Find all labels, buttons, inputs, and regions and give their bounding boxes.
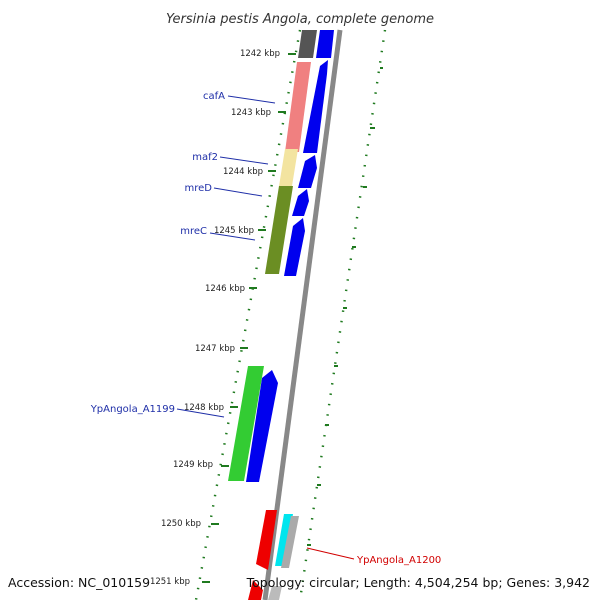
cds-arrow[interactable] <box>303 60 328 153</box>
tick-label: 1249 kbp <box>173 460 213 470</box>
tick-labels: 1242 kbp 1243 kbp 1244 kbp 1245 kbp 1246… <box>150 49 280 587</box>
feature-cafA[interactable] <box>285 62 311 152</box>
tick-label: 1247 kbp <box>195 344 235 354</box>
tick-label: 1248 kbp <box>184 403 224 413</box>
gene-label-cafA[interactable]: cafA <box>203 91 225 102</box>
gene-labels: cafA maf2 mreD mreC YpAngola_A1199 YpAng… <box>90 91 442 566</box>
tick-label: 1250 kbp <box>161 519 201 529</box>
leader-line-red <box>306 547 355 560</box>
cds-arrow[interactable] <box>246 370 278 482</box>
feature-red-bottom[interactable] <box>248 580 263 600</box>
cds-arrow[interactable] <box>284 218 305 276</box>
tick-label: 1251 kbp <box>150 577 190 587</box>
map-title: Yersinia pestis Angola, complete genome <box>166 12 434 27</box>
accession-text: Accession: NC_010159 <box>8 575 150 590</box>
summary-text: Topology: circular; Length: 4,504,254 bp… <box>246 575 590 590</box>
gene-label-maf2[interactable]: maf2 <box>192 152 218 163</box>
tick-label: 1243 kbp <box>231 108 271 118</box>
cds-arrows[interactable] <box>246 30 334 482</box>
feature-cyan[interactable] <box>275 514 293 566</box>
gc-dashes <box>307 67 383 546</box>
feature-A1199[interactable] <box>228 366 264 481</box>
tick-label: 1245 kbp <box>214 226 254 236</box>
gene-label-mreD[interactable]: mreD <box>185 183 213 194</box>
leader-lines <box>176 95 276 418</box>
features[interactable] <box>228 30 317 600</box>
backbone-line <box>262 29 343 600</box>
gene-label-A1200[interactable]: YpAngola_A1200 <box>356 555 441 566</box>
gene-label-mreC[interactable]: mreC <box>180 226 207 237</box>
cds-arrow[interactable] <box>292 189 309 216</box>
tick-marks <box>202 53 296 583</box>
cds-arrow[interactable] <box>298 155 317 188</box>
feature-darkgray[interactable] <box>298 30 317 58</box>
feature-mreC[interactable] <box>265 186 293 274</box>
gene-label-A1199[interactable]: YpAngola_A1199 <box>90 404 175 415</box>
feature-gray[interactable] <box>281 516 299 568</box>
feature-maf2[interactable] <box>279 149 298 186</box>
cds-arrow[interactable] <box>316 30 334 58</box>
tick-label: 1246 kbp <box>205 284 245 294</box>
feature-gray-bottom[interactable] <box>268 586 282 600</box>
tick-label: 1244 kbp <box>223 167 263 177</box>
tick-label: 1242 kbp <box>240 49 280 59</box>
feature-A1200-red[interactable] <box>256 510 277 570</box>
